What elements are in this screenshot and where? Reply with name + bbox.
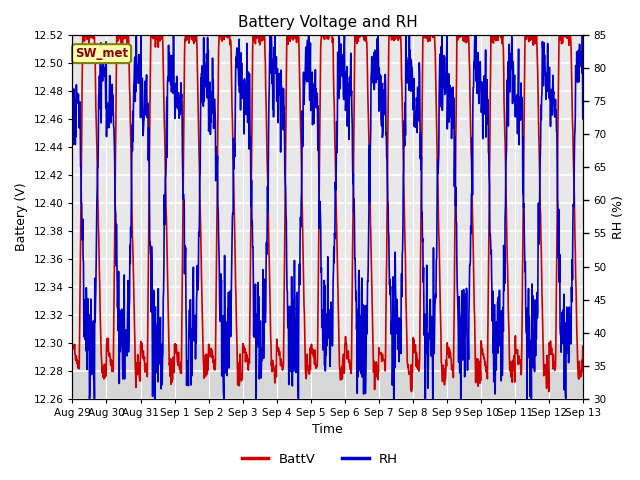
Bar (72, 343, 583, 398)
RH (86, 396, 93, 401)
Y-axis label: Battery (V): Battery (V) (15, 183, 28, 252)
Legend: BattV, RH: BattV, RH (237, 447, 403, 471)
RH (132, 33, 140, 38)
X-axis label: Time: Time (312, 423, 343, 436)
RH (519, 191, 527, 197)
BattV (79, 33, 86, 38)
RH (579, 116, 587, 121)
RH (183, 383, 191, 388)
RH (170, 84, 178, 90)
Title: Battery Voltage and RH: Battery Voltage and RH (237, 15, 417, 30)
Text: SW_met: SW_met (75, 47, 128, 60)
Line: RH: RH (72, 36, 583, 398)
RH (407, 56, 415, 62)
BattV (519, 242, 527, 248)
BattV (579, 343, 587, 349)
RH (68, 94, 76, 100)
Line: BattV: BattV (72, 36, 583, 392)
Y-axis label: RH (%): RH (%) (612, 195, 625, 239)
BattV (68, 342, 76, 348)
BattV (474, 356, 482, 362)
BattV (182, 33, 190, 38)
RH (240, 88, 248, 94)
BattV (170, 370, 178, 375)
BattV (408, 389, 415, 395)
BattV (407, 387, 415, 393)
RH (474, 79, 482, 84)
BattV (239, 350, 247, 356)
